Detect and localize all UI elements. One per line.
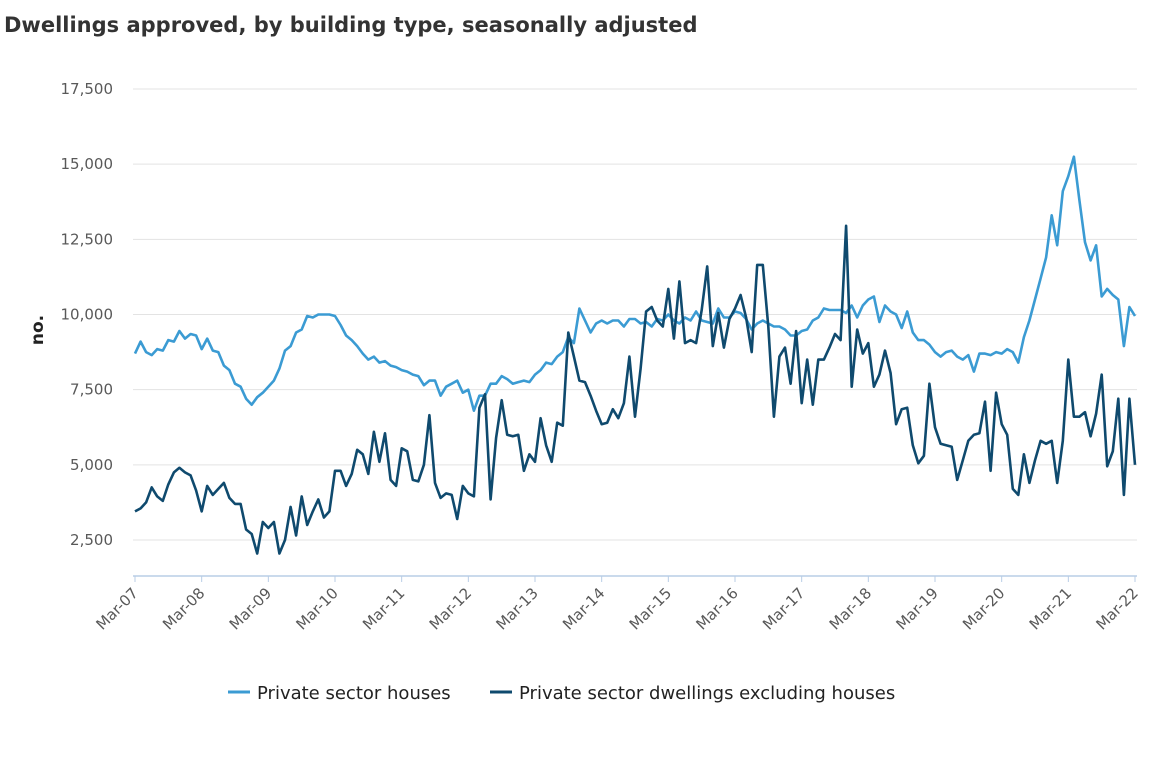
x-tick-label: Mar-12 — [426, 584, 475, 633]
x-tick-label: Mar-21 — [1026, 584, 1075, 633]
x-tick-label: Mar-18 — [826, 584, 875, 633]
x-tick-label: Mar-08 — [159, 584, 208, 633]
y-tick-label: 17,500 — [61, 80, 114, 98]
x-tick-label: Mar-10 — [292, 584, 341, 633]
y-tick-label: 5,000 — [70, 456, 113, 474]
x-tick-label: Mar-17 — [759, 584, 808, 633]
x-tick-label: Mar-07 — [92, 584, 141, 633]
x-tick-label: Mar-11 — [359, 584, 408, 633]
series-line-houses — [133, 155, 1137, 412]
series-line-dwellings-excl-houses — [134, 224, 1137, 555]
x-tick-label: Mar-14 — [559, 584, 608, 633]
x-tick-label: Mar-13 — [492, 584, 541, 633]
y-tick-label: 2,500 — [70, 531, 113, 549]
legend: Private sector houses Private sector dwe… — [228, 683, 895, 704]
y-axis-label: no. — [28, 315, 48, 345]
legend-label-houses[interactable]: Private sector houses — [257, 683, 451, 704]
legend-label-dwellings-excl-houses[interactable]: Private sector dwellings excluding house… — [519, 683, 895, 704]
x-tick-label: Mar-16 — [692, 584, 741, 633]
x-tick-label: Mar-22 — [1092, 584, 1141, 633]
x-tick-label: Mar-19 — [892, 584, 941, 633]
chart-title: Dwellings approved, by building type, se… — [4, 13, 697, 37]
y-tick-label: 10,000 — [61, 306, 114, 324]
y-tick-label: 7,500 — [70, 381, 113, 399]
x-tick-label: Mar-15 — [626, 584, 675, 633]
x-tick-label: Mar-20 — [959, 584, 1008, 633]
y-tick-label: 15,000 — [61, 155, 114, 173]
y-tick-label: 12,500 — [61, 230, 114, 248]
x-tick-label: Mar-09 — [226, 584, 275, 633]
